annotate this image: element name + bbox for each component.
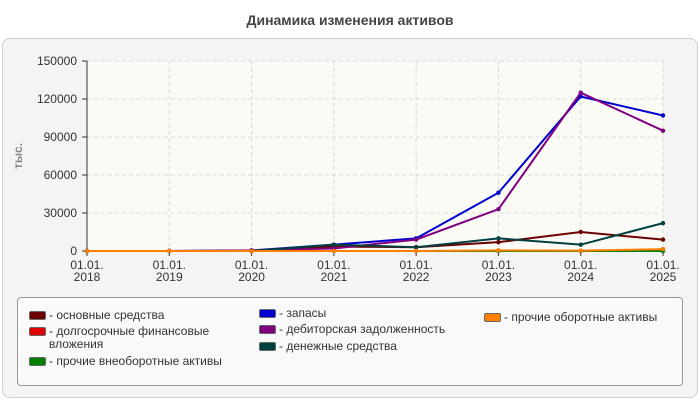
data-point [660, 237, 666, 242]
legend-label: - денежные средства [279, 339, 397, 353]
x-tick-label: 01.01. 2024 [564, 258, 597, 284]
legend-label: - прочие оборотные активы [504, 310, 658, 324]
x-tick-label-line1: 01.01. [564, 258, 597, 272]
data-point [413, 237, 419, 242]
x-tick-label-line1: 01.01. [482, 258, 515, 272]
y-tick-label: 90000 [44, 130, 78, 144]
x-tick-label: 01.01. 2023 [482, 258, 515, 284]
data-point [413, 245, 419, 250]
x-tick-label-line2: 2022 [403, 270, 430, 284]
x-tick-label: 01.01. 2020 [235, 258, 268, 284]
legend-swatch [259, 309, 276, 318]
data-point [167, 248, 172, 254]
data-point [496, 248, 501, 253]
data-point [84, 248, 90, 254]
legend-swatch [29, 357, 46, 366]
x-tick-label-line2: 2021 [321, 270, 348, 284]
legend-label: - прочие внеоборотные активы [49, 354, 222, 368]
data-point [578, 229, 583, 235]
y-tick-label: 60000 [44, 168, 78, 182]
x-tick-label-line2: 2020 [238, 270, 265, 284]
data-point [331, 248, 337, 254]
chart-title: Динамика изменения активов [246, 12, 454, 28]
data-point [578, 248, 583, 253]
data-point [660, 113, 666, 118]
data-point [249, 248, 254, 254]
data-point [413, 248, 419, 254]
legend-swatch [484, 313, 501, 322]
y-tick-label: 0 [70, 244, 77, 258]
data-point [660, 128, 666, 133]
data-point [660, 246, 666, 252]
legend-label: - запасы [279, 306, 327, 320]
x-tick-label: 01.01. 2025 [646, 258, 679, 284]
legend-swatch [29, 327, 46, 336]
plot-area [87, 61, 663, 251]
data-point [578, 90, 583, 95]
data-point [578, 242, 583, 247]
y-tick-label: 120000 [37, 92, 77, 106]
x-tick-label-line2: 2019 [156, 270, 183, 284]
data-point [331, 242, 337, 247]
x-tick-label-line1: 01.01. [235, 258, 268, 272]
data-point [496, 239, 501, 245]
data-point [496, 207, 501, 212]
data-point [496, 190, 501, 195]
legend-swatch [259, 325, 276, 334]
x-tick-label-line2: 2024 [567, 270, 594, 284]
x-tick-label-line1: 01.01. [646, 258, 679, 272]
legend-label: - дебиторская задолженность [279, 322, 446, 336]
legend-swatch [259, 342, 276, 351]
series-line [87, 248, 664, 252]
x-tick-label-line2: 2018 [74, 270, 101, 284]
x-tick-label-line2: 2025 [650, 270, 677, 284]
x-tick-label: 01.01. 2018 [70, 258, 103, 284]
x-tick-label-line1: 01.01. [399, 258, 432, 272]
x-tick-label-line1: 01.01. [317, 258, 350, 272]
x-tick-label: 01.01. 2019 [153, 258, 186, 284]
x-tick-label-line1: 01.01. [153, 258, 186, 272]
legend-label: - долгосрочные финансовые вложения [49, 324, 210, 351]
x-tick-label-line1: 01.01. [70, 258, 103, 272]
y-tick-label: 150000 [37, 54, 77, 68]
legend-swatch [29, 311, 46, 320]
y-tick-label: 30000 [44, 206, 78, 220]
legend: - основные средства - долгосрочные финанс… [17, 297, 683, 386]
x-tick-label: 01.01. 2022 [399, 258, 432, 284]
legend-label: - основные средства [49, 308, 165, 322]
data-point [660, 220, 666, 226]
data-point [496, 236, 501, 241]
y-axis-label: тыс. [11, 143, 25, 169]
x-tick-label-line2: 2023 [485, 270, 512, 284]
x-tick-label: 01.01. 2021 [317, 258, 350, 284]
